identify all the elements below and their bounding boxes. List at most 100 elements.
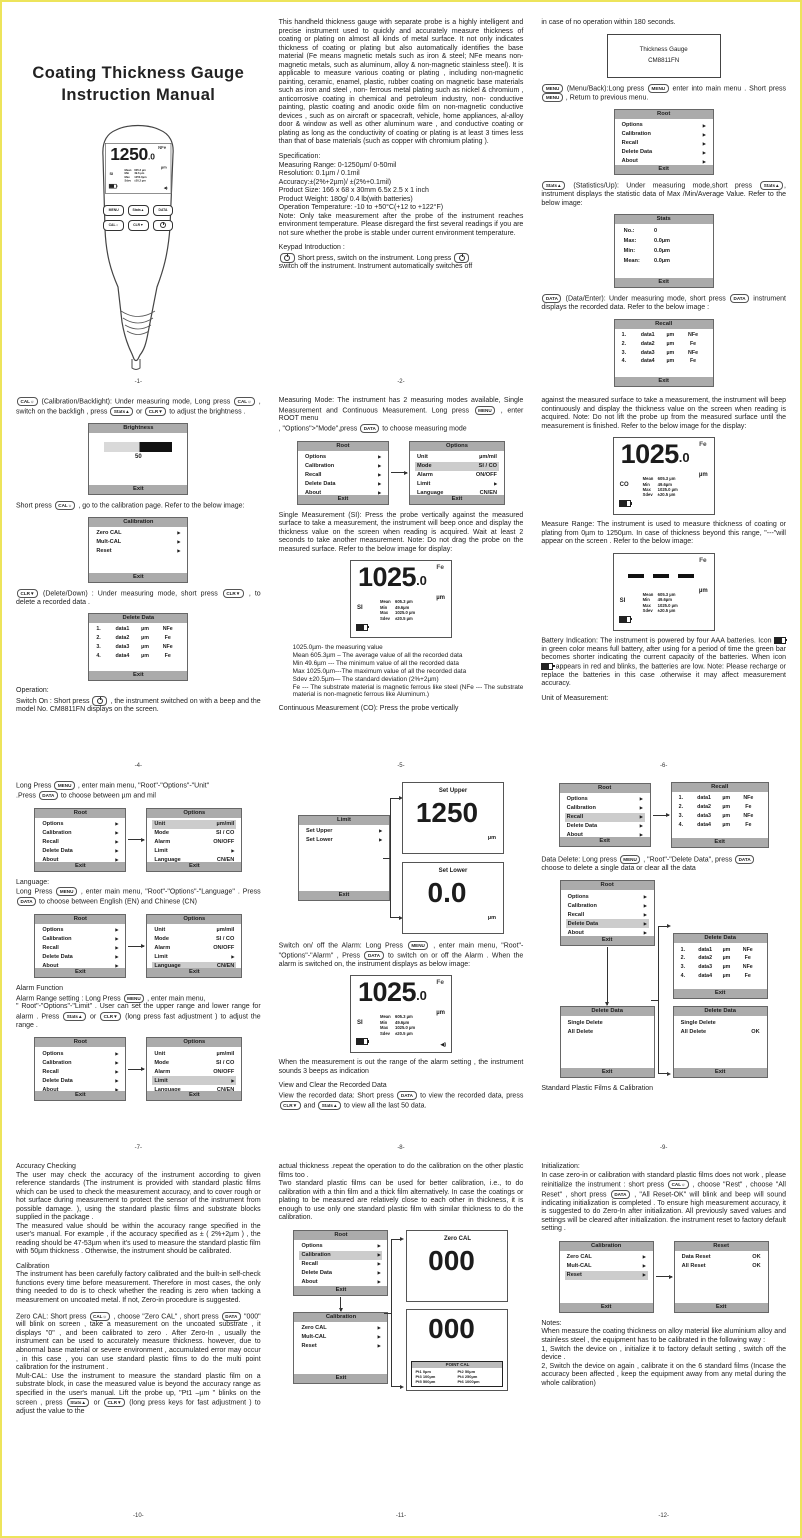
menu-box-root: Root Options ▶ Calibration ▶ Recall ▶ Delete Da… <box>559 880 655 947</box>
device-outline <box>102 124 175 370</box>
battery-icon <box>618 615 633 623</box>
menu-item-label: Delete Data <box>42 954 73 961</box>
manual-page-11: actual thickness .repeat the operation t… <box>277 1156 526 1524</box>
submenu-arrow-icon: ▶ <box>231 849 235 853</box>
submenu-arrow-icon: ▶ <box>115 849 119 853</box>
data-table-box: Delete Data 1. data1 µm NFe 2. data2 µm Fe 3. data… <box>88 613 189 682</box>
submenu-arrow-icon: ▶ <box>177 539 181 544</box>
battery-icon <box>774 636 788 644</box>
menu-item-label: Reset <box>96 547 112 554</box>
menu-item: Mode SI / CO <box>152 1058 236 1067</box>
table-row: 2. data2 µm Fe <box>677 803 763 812</box>
menu-item: Alarm ON/OFF <box>152 944 236 953</box>
table-cell: µm <box>722 821 731 828</box>
stats-value: 0.0µm <box>654 237 671 244</box>
menu-item-label: About <box>42 963 59 968</box>
menu-item-label: Calibration <box>304 462 335 469</box>
menu-title: Calibration <box>89 517 188 527</box>
menu-item: Limit ▶ <box>152 953 236 962</box>
key-data-icon: DATA <box>38 790 58 800</box>
menu-box-root: Root Options ▶ Calibration ▶ Recall ▶ Delete Da… <box>558 783 651 847</box>
arrow-icon <box>398 916 403 920</box>
table-cell: data4 <box>697 821 711 828</box>
page-number: -6- <box>659 762 668 769</box>
menu-box-options: Options Unit µm/mil Mode SI / CO Alarm ON/OFF L… <box>408 440 505 505</box>
brightness-bar <box>104 441 173 452</box>
menu-item: About ▶ <box>299 1278 382 1286</box>
table-title: Delete Data <box>89 614 188 624</box>
submenu-arrow-icon: ▶ <box>115 1078 119 1083</box>
menu-item-label: All Delete <box>567 1028 594 1035</box>
statistic-label: Mean <box>642 476 654 482</box>
menu-rows: Options ▶ Calibration ▶ Recall ▶ Delete Data ▶ A… <box>561 890 654 936</box>
submenu-arrow-icon: ▶ <box>639 824 643 829</box>
statistic-label: Min <box>379 604 388 610</box>
point-cal-values: Pt1 0µm Pt2 50µm Pt3 100µm Pt4 250µm Pt5 500… <box>412 1368 502 1386</box>
menu-exit: Exit <box>147 1091 242 1101</box>
menu-box-root: Root Options ▶ Calibration ▶ Recall ▶ Delete Da… <box>34 1037 127 1102</box>
lcd-display: Fe 1025.0 µm SI Mean 605.3 µm Min 49.6µm Max 1025… <box>349 975 452 1054</box>
table-row: 3. data3 µm NFe <box>94 643 182 652</box>
menu-title: Options <box>147 808 242 818</box>
table-row: 4. data4 µm Fe <box>677 821 763 830</box>
menu-item-label: Options <box>301 1242 323 1249</box>
battery-area <box>355 623 370 633</box>
stats-row: Mean: 0.0µm <box>620 256 708 266</box>
set-value-number: 1250 <box>415 797 479 828</box>
menu-item-value: ON/OFF <box>213 945 235 952</box>
menu-item-value: CN/EN <box>216 963 235 968</box>
menu-item: Recall ▶ <box>40 838 120 847</box>
statistic-line: Sdev ±20.5 µm <box>643 608 678 613</box>
centered-block: Fe 1025.0 µm SI Mean 605.3 µm Min 49.6µm Max 1025… <box>279 560 524 639</box>
page-number: -5- <box>397 762 405 769</box>
menu-item: Unit µm/mil <box>152 1049 236 1058</box>
menu-item-label: Mode <box>154 829 169 836</box>
point-cal-table: POINT CAL Pt1 0µm Pt2 50µm Pt3 100µm Pt4 250… <box>411 1361 504 1387</box>
down-arrow-icon <box>338 1296 343 1312</box>
menu-item: Options ▶ <box>566 892 649 901</box>
menu-item-value: CN/EN <box>216 856 235 862</box>
paragraph: actual thickness .repeat the operation t… <box>278 1163 524 1222</box>
table-cell: data3 <box>698 964 713 971</box>
menu-item: Calibration ▶ <box>620 130 708 139</box>
stats-label: Min: <box>623 247 636 254</box>
submenu-arrow-icon: ▶ <box>377 1243 381 1248</box>
table-exit: Exit <box>89 670 188 681</box>
menu-item-label: Limit <box>154 954 168 961</box>
paragraph: Specification: Measuring Range: 0-1250µm/… <box>278 152 524 237</box>
table-row: 1. data1 µm NFe <box>679 945 762 954</box>
arrow-icon <box>398 796 403 800</box>
table-cell: 2. <box>680 955 686 962</box>
point-cal-value: Pt1 0µm <box>415 1368 431 1374</box>
menu-item-label: Calibration <box>42 829 72 836</box>
paragraph: in case of no operation within 180 secon… <box>541 19 676 26</box>
menu-item: Reset ▶ <box>564 1271 648 1280</box>
statistic-label: Min <box>379 1019 388 1025</box>
table-cell: 4. <box>678 821 684 828</box>
flow-arrow-icon <box>128 944 146 949</box>
submenu-arrow-icon: ▶ <box>642 1273 646 1278</box>
table-cell: 4. <box>680 973 686 980</box>
table-cell: NFe <box>743 795 754 802</box>
menu-rows: Set Upper ▶ Set Lower ▶ <box>299 825 389 891</box>
menu-item-label: Options <box>621 122 643 129</box>
unit-label: µm <box>436 595 445 602</box>
device-button-cal: CAL☼ <box>103 219 124 231</box>
key-menu-icon: MENU <box>123 993 145 1003</box>
statistic-label: Max <box>124 174 131 179</box>
menu-item: Recall ▶ <box>40 944 120 953</box>
device-screen: NFe 1250.0 µm SI Mean 605.3 µm Min 49.6 µm Max 12… <box>105 142 172 194</box>
table-cell: NFe <box>742 964 753 971</box>
menu-item-label: Zero CAL <box>96 529 122 536</box>
menu-item-label: About <box>42 856 59 862</box>
measurement-value: 1025.0 <box>358 978 427 1006</box>
submenu-arrow-icon: ▶ <box>702 159 706 164</box>
manual-page-10: Accuracy Checking The user may check the … <box>14 1156 263 1524</box>
menu-flow-vertical: Root Options ▶ Calibration ▶ Recall ▶ Delete Da… <box>279 1229 524 1391</box>
paragraph: MENU (Menu/Back):Long press MENU enter i… <box>541 83 786 104</box>
menu-item: Reset ▶ <box>94 547 182 556</box>
menu-flow-vertical: Root Options ▶ Calibration ▶ Recall ▶ Delete Da… <box>541 880 786 1079</box>
key-cal-icon: CAL☼ <box>89 1311 111 1321</box>
key-stats-icon: Stats▲ <box>63 1011 87 1021</box>
paragraph: Continuous Measurement (CO): Press the p… <box>278 705 459 713</box>
